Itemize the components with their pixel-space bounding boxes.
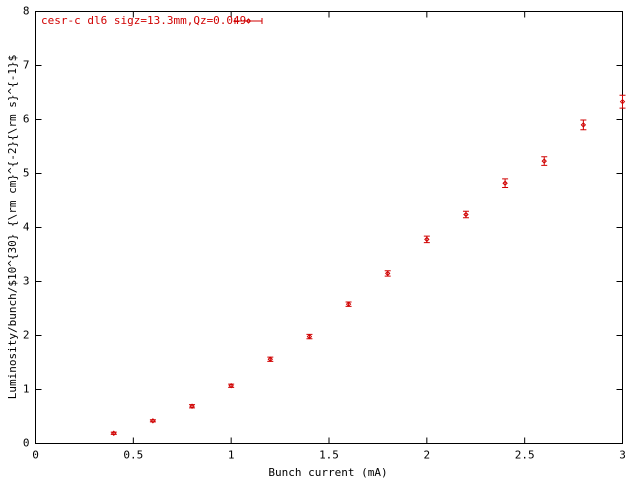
data-point <box>541 158 547 164</box>
data-point <box>384 270 391 277</box>
data-point <box>189 403 195 409</box>
data-point <box>345 301 352 307</box>
data-point <box>150 418 156 424</box>
legend-key <box>234 18 263 24</box>
x-tick-label: 2.5 <box>515 449 535 462</box>
x-tick-label: 0 <box>32 449 39 462</box>
data-point <box>463 211 469 218</box>
data-point <box>111 430 117 436</box>
data-point <box>580 122 587 128</box>
y-tick-label: 3 <box>23 275 30 288</box>
x-tick-label: 0.5 <box>123 449 143 462</box>
y-tick-label: 5 <box>23 167 30 180</box>
error-bar <box>149 419 156 423</box>
error-bar <box>580 119 587 131</box>
y-tick-label: 1 <box>23 383 30 396</box>
data-point <box>619 98 626 105</box>
x-tick-label: 3 <box>619 449 626 462</box>
data-point <box>267 356 274 362</box>
data-point <box>424 236 430 243</box>
x-tick-label: 2 <box>424 449 431 462</box>
data-point <box>502 180 508 186</box>
y-tick-label: 8 <box>23 5 30 18</box>
data-point <box>228 383 234 389</box>
x-tick-label: 1 <box>228 449 235 462</box>
error-bar <box>110 431 117 435</box>
x-axis-label: Bunch current (mA) <box>268 466 387 479</box>
legend-label: cesr-c dl6 sigz=13.3mm,Qz=0.049 <box>41 14 246 27</box>
error-bar <box>619 94 626 109</box>
y-tick-label: 6 <box>23 113 30 126</box>
y-tick-label: 4 <box>23 221 30 234</box>
plot-frame <box>35 11 623 444</box>
error-bar <box>502 178 509 189</box>
x-tick-label: 1.5 <box>319 449 339 462</box>
error-bar <box>541 156 548 166</box>
data-point <box>306 333 313 340</box>
y-axis-label: Luminosity/bunch/$10^{30} {\rm cm}^{-2}{… <box>6 55 19 399</box>
y-tick-label: 7 <box>23 59 30 72</box>
y-tick-label: 0 <box>23 437 30 450</box>
y-tick-label: 2 <box>23 329 30 342</box>
